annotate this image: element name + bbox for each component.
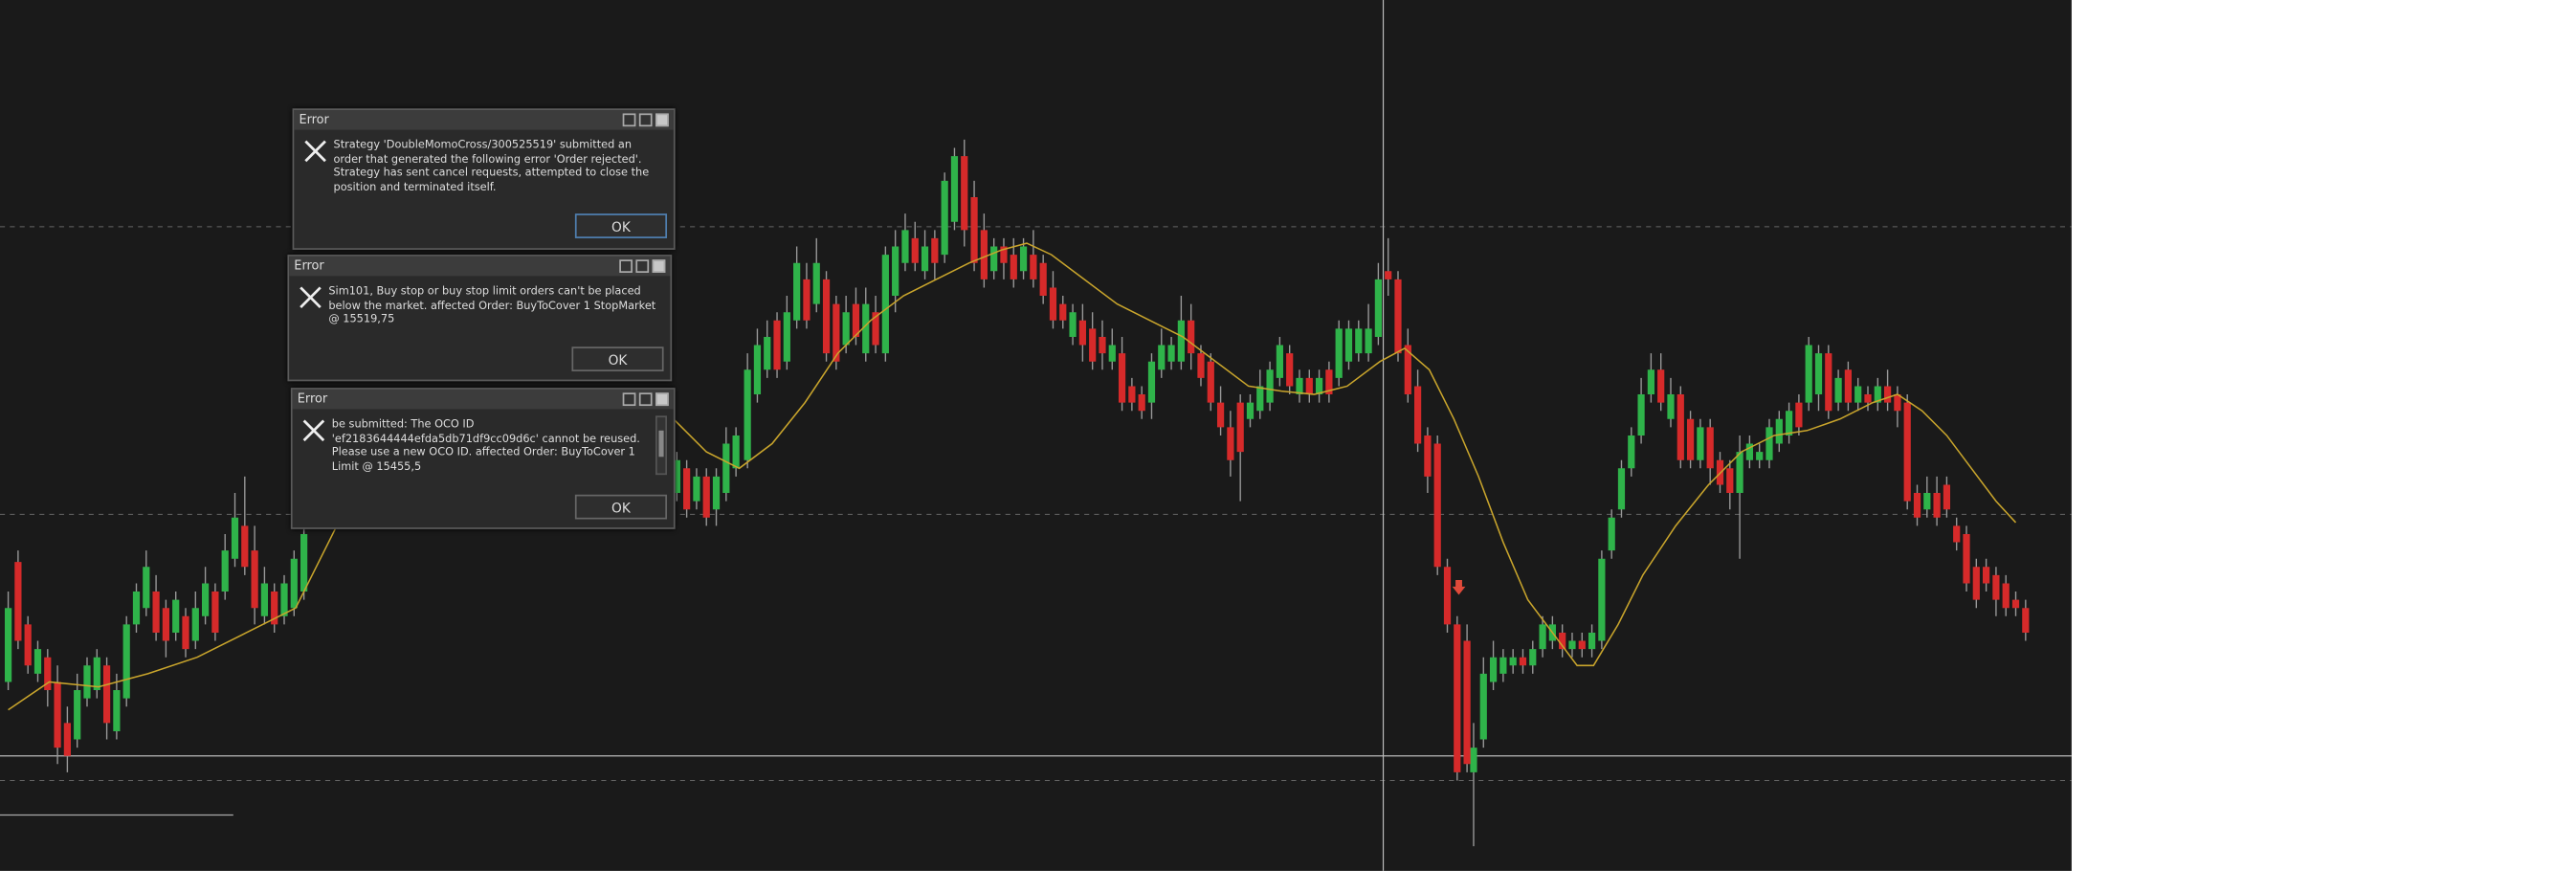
dialog-title: Error	[289, 256, 671, 277]
dialog-title-text: Error	[294, 257, 324, 273]
ok-button[interactable]: OK	[571, 346, 664, 371]
dialog-title-text: Error	[299, 111, 329, 127]
dialog-title: Error	[292, 389, 674, 410]
maximize-button[interactable]	[638, 392, 653, 407]
dialog-title-text: Error	[297, 391, 328, 407]
scrollbar[interactable]	[655, 415, 668, 476]
ok-button[interactable]: OK	[574, 213, 668, 238]
up-candles	[4, 156, 1931, 772]
maximize-button[interactable]	[638, 113, 653, 127]
minimize-button[interactable]	[622, 392, 636, 407]
error-dialog: Error be submitted: The OCO ID 'ef218364…	[290, 388, 676, 529]
maximize-button[interactable]	[635, 259, 650, 273]
dialog-title: Error	[294, 110, 674, 130]
minimize-button[interactable]	[622, 113, 636, 127]
execution-arrow	[1452, 580, 1466, 595]
scroll-thumb[interactable]	[658, 430, 664, 458]
error-icon	[302, 419, 325, 442]
error-dialog: Error Strategy 'DoubleMomoCross/30052551…	[292, 108, 676, 250]
error-icon	[304, 140, 326, 163]
minimize-button[interactable]	[619, 259, 633, 273]
dialog-message: Sim101, Buy stop or buy stop limit order…	[328, 284, 656, 326]
close-button[interactable]	[652, 259, 666, 273]
ok-button[interactable]: OK	[574, 494, 668, 520]
close-button[interactable]	[655, 392, 669, 407]
error-icon	[300, 286, 322, 309]
down-candles	[14, 156, 2030, 772]
dialog-message: Strategy 'DoubleMomoCross/300525519' sub…	[333, 138, 650, 194]
close-button[interactable]	[655, 113, 669, 127]
error-dialog: Error Sim101, Buy stop or buy stop limit…	[287, 255, 673, 382]
dialog-message: be submitted: The OCO ID 'ef2183644444ef…	[331, 417, 640, 474]
